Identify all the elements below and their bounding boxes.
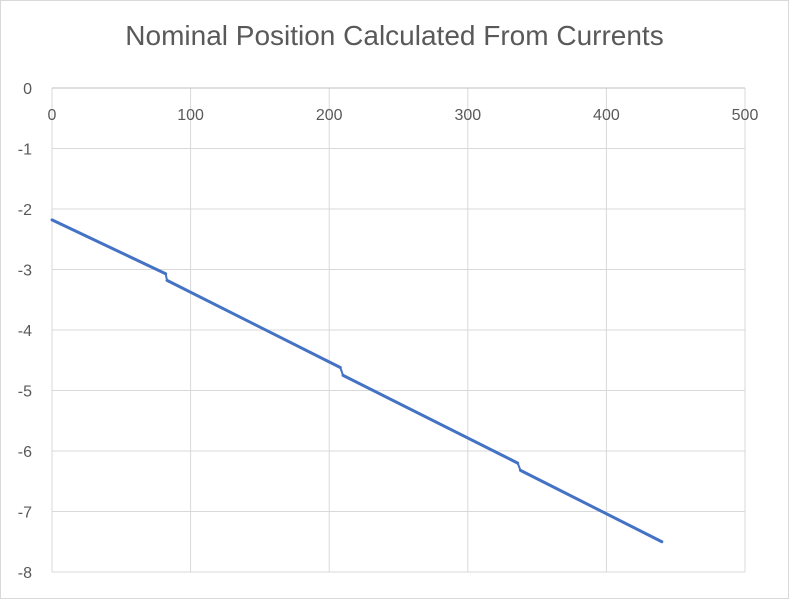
series-segment-3 bbox=[341, 373, 520, 465]
series-segment-1 bbox=[50, 218, 168, 276]
x-tick-label: 400 bbox=[593, 107, 620, 124]
y-tick-label: -8 bbox=[18, 565, 32, 582]
x-tick-labels: 0 100 200 300 400 500 bbox=[48, 107, 759, 124]
chart-title: Nominal Position Calculated From Current… bbox=[125, 20, 664, 51]
x-tick-label: 300 bbox=[454, 107, 481, 124]
y-tick-label: -7 bbox=[18, 505, 32, 522]
y-tick-label: -6 bbox=[18, 444, 32, 461]
y-tick-label: -1 bbox=[18, 142, 32, 159]
y-tick-label: 0 bbox=[23, 81, 32, 98]
data-series bbox=[50, 218, 664, 544]
y-tick-label: -2 bbox=[18, 202, 32, 219]
horizontal-gridlines bbox=[52, 148, 745, 573]
y-tick-label: -4 bbox=[18, 323, 32, 340]
x-tick-label: 500 bbox=[732, 107, 759, 124]
y-tick-labels: 0 -1 -2 -3 -4 -5 -6 -7 -8 bbox=[18, 81, 32, 582]
x-tick-label: 0 bbox=[48, 107, 57, 124]
y-tick-label: -3 bbox=[18, 263, 32, 280]
series-step-2 bbox=[339, 367, 345, 376]
series-segment-2 bbox=[165, 278, 342, 370]
x-tick-label: 200 bbox=[316, 107, 343, 124]
x-tick-label: 100 bbox=[177, 107, 204, 124]
series-step-1 bbox=[164, 273, 169, 281]
series-segment-4 bbox=[518, 468, 664, 544]
y-tick-label: -5 bbox=[18, 384, 32, 401]
series-step-3 bbox=[516, 462, 522, 471]
